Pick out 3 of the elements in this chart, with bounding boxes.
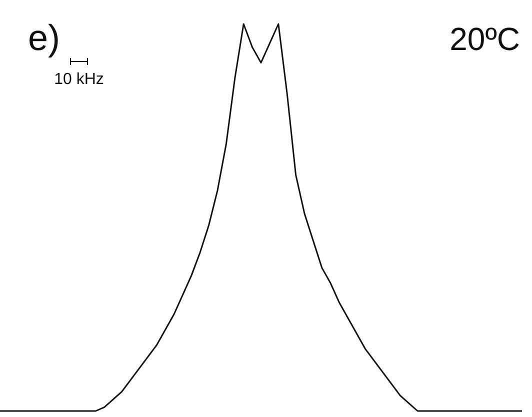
annotation: e) bbox=[28, 17, 60, 58]
annotation: 10 kHz bbox=[54, 71, 104, 88]
annotation: 20ºC bbox=[450, 21, 520, 57]
